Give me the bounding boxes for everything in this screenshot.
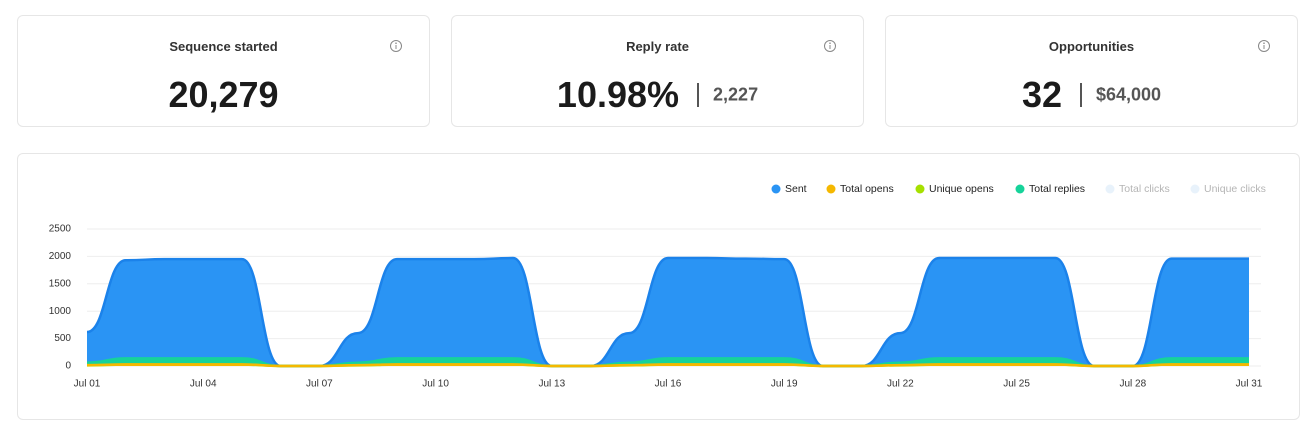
area [87, 258, 1249, 366]
card-value: 20,279 [168, 74, 279, 115]
x-tick-label: Jul 16 [655, 379, 682, 390]
y-tick-label: 1500 [49, 278, 72, 289]
y-tick-label: 2500 [49, 224, 72, 235]
x-tick-label: Jul 25 [1003, 379, 1030, 390]
card-value: 32 [1021, 74, 1062, 115]
card: Reply rate 10.98% 2,227 [451, 15, 864, 127]
x-tick-label: Jul 04 [190, 379, 217, 390]
chart: 0 500 1000 1500 2000 2500 Jul 01 Jul 04 Jul 07 Ju… [49, 183, 1266, 390]
area-line [86, 363, 1249, 368]
legend-marker [1105, 184, 1115, 194]
legend-label: Sent [785, 183, 807, 195]
y-tick-label: 1000 [49, 306, 72, 317]
chart-card: 0 500 1000 1500 2000 2500 Jul 01 Jul 04 Jul 07 Ju… [17, 153, 1300, 420]
legend-marker [1190, 184, 1200, 194]
card: Opportunities 32 $64,000 [885, 15, 1298, 127]
legend-marker [771, 184, 781, 194]
info-icon[interactable] [823, 39, 837, 53]
y-tick-label: 500 [54, 333, 71, 344]
y-tick-label: 0 [65, 361, 71, 372]
separator [697, 83, 700, 107]
x-tick-label: Jul 19 [771, 379, 798, 390]
legend-label: Total opens [840, 183, 894, 195]
card-title: Sequence started [169, 39, 278, 54]
legend-marker [1015, 184, 1025, 194]
x-tick-label: Jul 28 [1119, 379, 1146, 390]
y-tick-label: 2000 [49, 251, 72, 262]
x-tick-label: Jul 22 [887, 379, 914, 390]
x-tick-label: Jul 31 [1236, 379, 1263, 390]
card-title: Opportunities [1048, 39, 1135, 54]
legend-label: Unique opens [929, 183, 994, 195]
card-value: 10.98% [556, 74, 680, 115]
legend-label: Total clicks [1119, 183, 1170, 195]
card-secondary: $64,000 [1095, 84, 1162, 105]
info-icon[interactable] [389, 39, 403, 53]
x-tick-label: Jul 13 [538, 379, 565, 390]
legend-marker [915, 184, 925, 194]
card: Sequence started 20,279 [17, 15, 430, 127]
legend-label: Unique clicks [1204, 183, 1266, 195]
x-tick-label: Jul 10 [422, 379, 449, 390]
card-secondary: 2,227 [713, 84, 759, 105]
x-tick-label: Jul 07 [306, 379, 333, 390]
separator [1079, 83, 1082, 107]
legend-label: Total replies [1029, 183, 1085, 195]
legend-marker [826, 184, 836, 194]
card-title: Reply rate [626, 39, 689, 54]
x-tick-label: Jul 01 [74, 379, 101, 390]
info-icon[interactable] [1257, 39, 1271, 53]
